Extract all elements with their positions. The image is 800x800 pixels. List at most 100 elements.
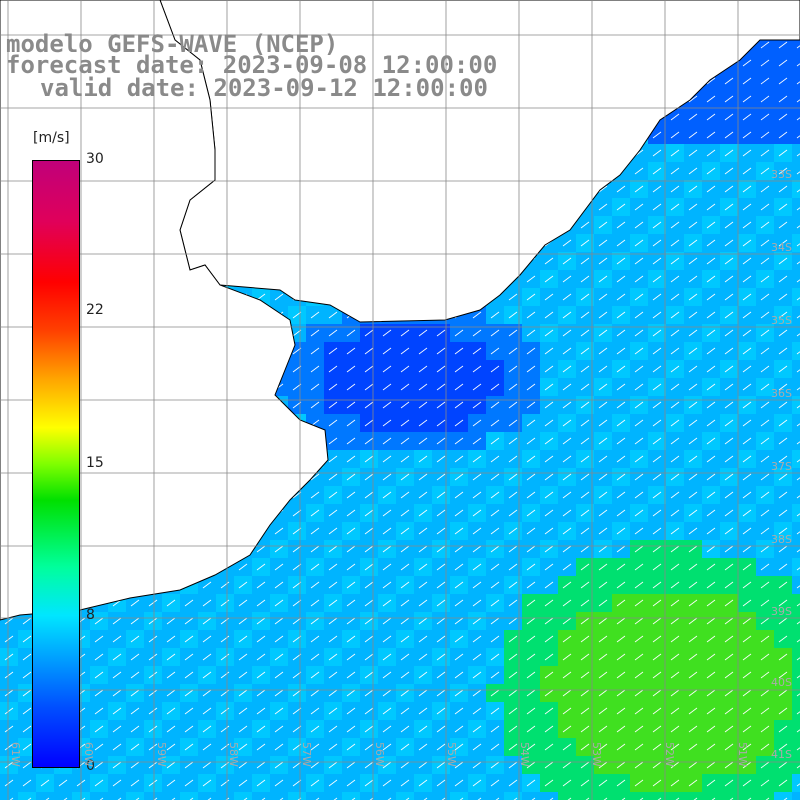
wind-cell [522,576,541,595]
wind-cell [576,396,595,415]
wind-arrow [238,671,248,679]
wind-arrow [346,365,356,373]
wind-cell [612,648,631,667]
wind-cell [234,738,253,757]
wind-cell [126,612,145,631]
wind-arrow [400,617,410,625]
wind-cell [594,396,613,415]
wind-cell [702,702,721,721]
wind-cell [756,234,775,253]
wind-cell [630,684,649,703]
wind-arrow [202,779,212,787]
wind-arrow [436,671,446,679]
wind-arrow [688,401,698,409]
wind-cell [630,756,649,775]
wind-cell [306,594,325,613]
wind-arrow [724,743,734,751]
wind-cell [702,450,721,469]
wind-arrow [562,347,572,355]
wind-arrow [184,707,194,715]
wind-arrow [634,185,644,193]
wind-cell [306,666,325,685]
wind-cell [558,522,577,541]
wind-cell [378,486,397,505]
wind-cell [738,216,757,235]
wind-cell [720,180,739,199]
wind-cell [522,486,541,505]
wind-arrow [364,707,374,715]
wind-cell [576,306,595,325]
wind-arrow [184,635,194,643]
wind-cell [792,162,800,181]
wind-cell [396,342,415,361]
wind-cell [738,648,757,667]
wind-cell [774,702,793,721]
wind-arrow [706,473,716,481]
wind-arrow [724,707,734,715]
wind-arrow [544,383,554,391]
wind-arrow [724,257,734,265]
wind-cell [414,648,433,667]
wind-arrow [526,329,536,337]
wind-cell [0,666,19,685]
wind-arrow [364,437,374,445]
wind-cell [522,288,541,307]
wind-cell [684,630,703,649]
wind-arrow [724,527,734,535]
wind-cell [774,666,793,685]
wind-cell [666,270,685,289]
wind-arrow [526,491,536,499]
wind-arrow [670,329,680,337]
wind-cell [270,648,289,667]
wind-cell [468,792,487,800]
wind-arrow [742,311,752,319]
wind-arrow [562,635,572,643]
wind-arrow [382,491,392,499]
wind-arrow [670,347,680,355]
wind-cell [648,360,667,379]
wind-arrow [130,707,140,715]
wind-cell [486,684,505,703]
wind-arrow [166,635,176,643]
lon-label: 52W [663,742,676,767]
wind-cell [324,522,343,541]
wind-arrow [616,725,626,733]
wind-arrow [652,203,662,211]
wind-cell [378,666,397,685]
wind-cell [324,450,343,469]
wind-cell [468,360,487,379]
wind-arrow [706,563,716,571]
wind-cell [666,126,685,145]
wind-cell [792,36,800,55]
wind-arrow [382,365,392,373]
wind-cell [306,792,325,800]
wind-arrow [760,653,770,661]
wind-arrow [562,761,572,769]
wind-arrow [724,473,734,481]
wind-arrow [490,437,500,445]
wind-cell [576,774,595,793]
wind-cell [738,684,757,703]
colorbar-tick: 15 [86,455,104,471]
wind-arrow [706,185,716,193]
wind-arrow [778,725,788,733]
wind-cell [432,432,451,451]
wind-cell [522,594,541,613]
wind-arrow [544,707,554,715]
wind-arrow [382,689,392,697]
wind-cell [342,558,361,577]
wind-cell [486,306,505,325]
wind-cell [684,360,703,379]
wind-cell [648,792,667,800]
wind-cell [450,342,469,361]
wind-arrow [598,257,608,265]
wind-arrow [9,797,14,800]
wind-arrow [706,725,716,733]
wind-arrow [742,509,752,517]
wind-arrow [724,419,734,427]
wind-arrow [562,383,572,391]
wind-cell [540,612,559,631]
wind-arrow [778,707,788,715]
wind-arrow [274,599,284,607]
wind-cell [792,648,800,667]
